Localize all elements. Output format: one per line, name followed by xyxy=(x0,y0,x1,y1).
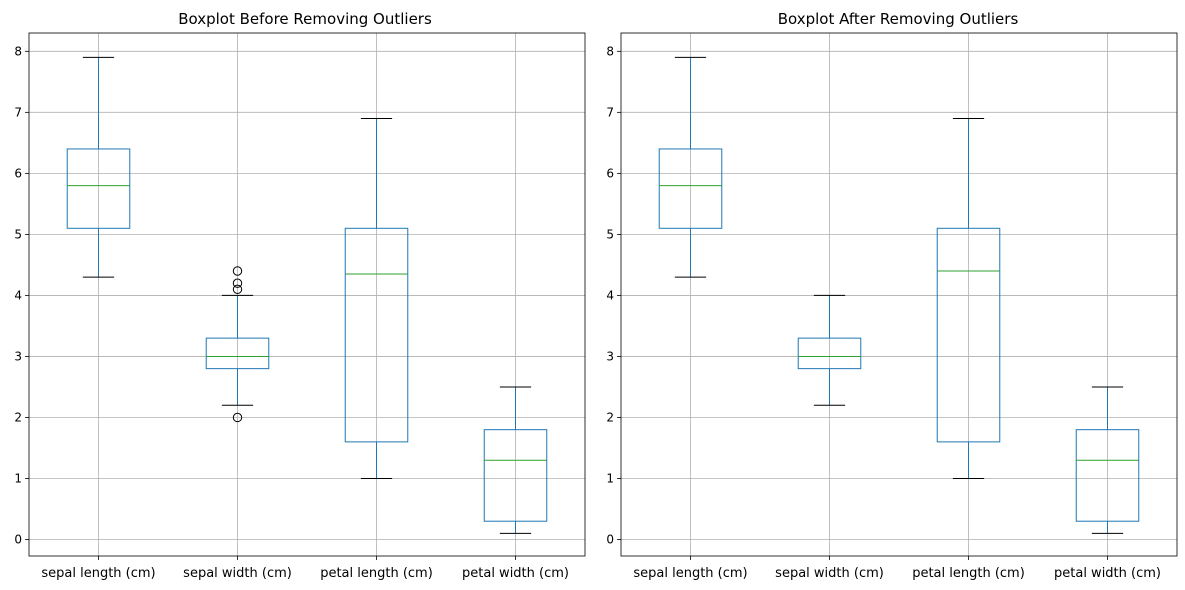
left-box-group-1 xyxy=(205,266,270,423)
right-box-iqr xyxy=(936,227,1001,443)
left-ytick-label: 7 xyxy=(14,105,22,119)
left-box-group-2 xyxy=(344,117,409,479)
left-ytick-label: 0 xyxy=(14,533,22,547)
left-box-group-3 xyxy=(483,386,548,534)
left-box-iqr xyxy=(483,429,548,522)
left-ytick-label: 5 xyxy=(14,227,22,241)
right-category-label: sepal length (cm) xyxy=(633,566,747,581)
right-box-iqr xyxy=(658,148,723,229)
left-ytick-label: 6 xyxy=(14,166,22,180)
right-ytick-label: 0 xyxy=(606,533,614,547)
left-outlier-point xyxy=(232,412,243,423)
left-box-group-0 xyxy=(66,56,131,278)
left-box-iqr xyxy=(205,337,270,370)
left-ytick-label: 8 xyxy=(14,44,22,58)
left-box-iqr xyxy=(344,227,409,443)
right-box-iqr xyxy=(1075,429,1140,522)
right-category-label: petal length (cm) xyxy=(912,566,1025,581)
right-ytick-label: 6 xyxy=(606,166,614,180)
right-box-group-3 xyxy=(1075,386,1140,534)
left-ytick-label: 3 xyxy=(14,349,22,363)
right-grid xyxy=(621,33,1177,556)
right-ytick-label: 3 xyxy=(606,349,614,363)
right-ytick-label: 1 xyxy=(606,471,614,485)
left-labels: 0 1 2 3 4 5 6 7 8 sepal length (cm) sepal width (c… xyxy=(14,44,569,581)
left-category-label: sepal width (cm) xyxy=(183,566,292,581)
right-box-iqr xyxy=(797,337,862,370)
right-boxes xyxy=(658,56,1140,534)
left-outlier-point xyxy=(232,284,243,295)
left-chart: Boxplot Before Removing Outliers 0 1 2 3 4 5 6… xyxy=(14,10,586,581)
right-ytick-label: 5 xyxy=(606,227,614,241)
left-category-label: sepal length (cm) xyxy=(41,566,155,581)
left-category-label: petal length (cm) xyxy=(320,566,433,581)
left-box-iqr xyxy=(66,148,131,229)
left-ytick-label: 2 xyxy=(14,410,22,424)
right-axes xyxy=(617,32,1178,560)
right-axes-frame xyxy=(620,32,1178,557)
right-box-group-0 xyxy=(658,56,723,278)
left-axes-frame xyxy=(28,32,586,557)
right-ytick-label: 2 xyxy=(606,410,614,424)
left-axes xyxy=(25,32,586,560)
right-ytick-label: 8 xyxy=(606,44,614,58)
left-category-label: petal width (cm) xyxy=(462,566,569,581)
left-ytick-label: 4 xyxy=(14,288,22,302)
right-box-group-2 xyxy=(936,117,1001,479)
left-outlier-point xyxy=(232,266,243,276)
left-boxes xyxy=(66,56,548,534)
left-outlier-point xyxy=(232,278,243,288)
right-chart-title: Boxplot After Removing Outliers xyxy=(778,10,1019,28)
right-category-label: petal width (cm) xyxy=(1054,566,1161,581)
right-box-group-1 xyxy=(797,294,862,406)
left-ytick-label: 1 xyxy=(14,471,22,485)
right-ytick-label: 4 xyxy=(606,288,614,302)
right-labels: 0 1 2 3 4 5 6 7 8 sepal length (cm) sepal width (c… xyxy=(606,44,1161,581)
right-chart: Boxplot After Removing Outliers 0 1 2 3 4 5 6 7… xyxy=(606,10,1178,581)
right-category-label: sepal width (cm) xyxy=(775,566,884,581)
right-ytick-label: 7 xyxy=(606,105,614,119)
left-chart-title: Boxplot Before Removing Outliers xyxy=(178,10,432,28)
left-grid xyxy=(29,33,585,556)
